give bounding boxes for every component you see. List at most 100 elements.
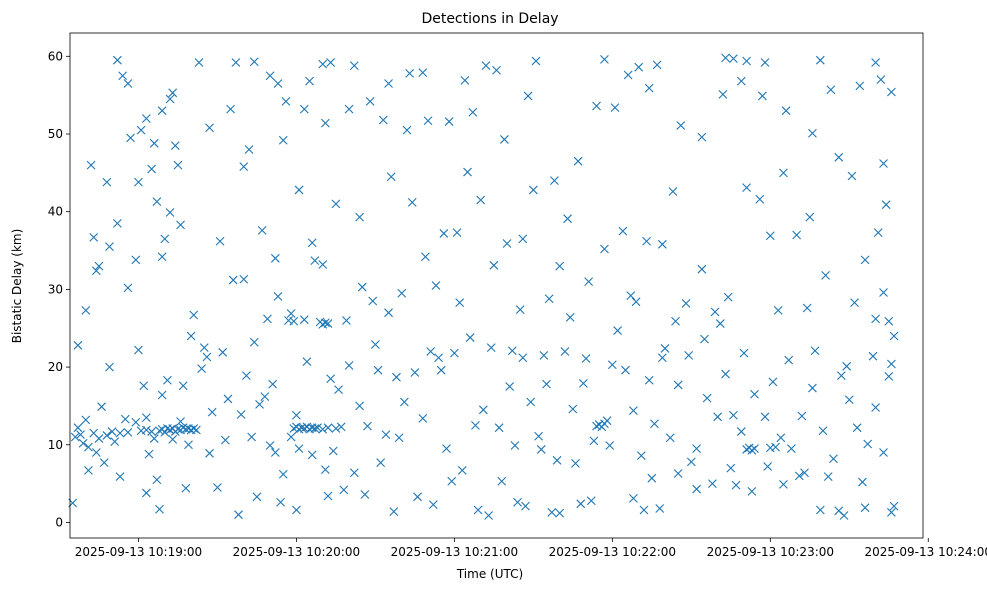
scatter-point xyxy=(215,236,225,246)
scatter-point xyxy=(657,239,667,249)
scatter-point xyxy=(834,152,844,162)
scatter-point xyxy=(547,507,557,517)
scatter-point xyxy=(613,326,622,335)
scatter-point xyxy=(852,423,862,433)
scatter-point xyxy=(436,365,446,375)
scatter-point xyxy=(887,359,896,369)
scatter-point xyxy=(207,407,217,417)
scatter-point xyxy=(76,430,85,440)
scatter-point xyxy=(755,194,765,204)
scatter-point xyxy=(318,260,328,269)
scatter-point xyxy=(455,298,465,307)
scatter-point xyxy=(91,266,101,276)
scatter-point xyxy=(629,493,638,503)
scatter-point xyxy=(742,183,751,192)
scatter-point xyxy=(265,71,275,81)
scatter-point xyxy=(515,305,525,314)
scatter-point xyxy=(84,466,93,475)
scatter-point xyxy=(702,393,712,403)
scatter-point xyxy=(168,434,178,444)
scatter-point xyxy=(384,308,393,318)
scatter-point xyxy=(821,271,830,280)
scatter-point xyxy=(581,354,591,363)
scatter-point xyxy=(323,423,333,433)
scatter-point xyxy=(242,371,251,381)
scatter-point xyxy=(234,510,243,520)
scatter-point xyxy=(634,62,644,72)
scatter-point xyxy=(331,424,341,433)
scatter-point xyxy=(136,125,146,135)
scatter-point xyxy=(434,353,443,363)
scatter-point xyxy=(449,348,459,358)
scatter-point xyxy=(320,118,330,128)
scatter-point xyxy=(676,121,686,130)
scatter-point xyxy=(758,91,767,101)
scatter-point xyxy=(465,333,475,342)
scatter-point xyxy=(871,58,880,67)
x-tick-label: 2025-09-13 10:20:00 xyxy=(233,545,360,559)
scatter-point xyxy=(871,314,880,324)
scatter-point xyxy=(444,117,454,126)
scatter-point xyxy=(355,401,364,411)
scatter-point xyxy=(626,291,636,300)
scatter-point xyxy=(568,404,578,414)
scatter-point xyxy=(328,446,338,456)
scatter-point xyxy=(460,76,470,85)
scatter-point xyxy=(510,441,520,450)
scatter-point xyxy=(736,76,746,86)
scatter-point xyxy=(544,294,554,304)
scatter-point xyxy=(147,164,157,174)
scatter-point xyxy=(855,81,865,91)
scatter-point xyxy=(550,176,559,186)
scatter-point xyxy=(486,343,496,353)
scatter-point xyxy=(463,167,472,177)
scatter-point xyxy=(484,511,493,520)
scatter-point xyxy=(318,59,328,69)
scatter-point xyxy=(363,421,372,431)
scatter-point xyxy=(220,435,230,445)
x-tick-label: 2025-09-13 10:23:00 xyxy=(707,545,834,559)
scatter-point xyxy=(655,504,665,513)
y-tick-label: 30 xyxy=(48,282,63,296)
scatter-point xyxy=(652,60,662,70)
scatter-point xyxy=(805,212,815,222)
chart-title: Detections in Delay xyxy=(421,11,558,27)
scatter-point xyxy=(110,437,120,447)
scatter-point xyxy=(784,355,794,365)
scatter-point xyxy=(152,197,162,206)
scatter-point xyxy=(131,255,141,265)
scatter-point xyxy=(205,448,214,458)
scatter-point xyxy=(249,337,259,347)
scatter-point xyxy=(829,454,838,464)
scatter-point xyxy=(223,394,233,404)
scatter-point xyxy=(307,450,317,460)
scatter-point xyxy=(605,441,615,450)
scatter-point xyxy=(505,382,515,391)
scatter-point xyxy=(794,471,804,481)
scatter-point xyxy=(141,425,151,435)
scatter-point xyxy=(165,208,175,217)
scatter-point xyxy=(776,433,786,443)
scatter-point xyxy=(349,61,359,71)
scatter-point xyxy=(621,365,630,375)
scatter-point xyxy=(189,310,199,320)
scatter-point xyxy=(81,415,91,425)
scatter-point xyxy=(644,83,654,93)
scatter-point xyxy=(294,444,304,454)
scatter-point xyxy=(149,138,159,148)
scatter-point xyxy=(123,427,133,437)
scatter-point xyxy=(205,123,214,133)
scatter-point xyxy=(244,145,254,154)
scatter-point xyxy=(715,319,725,328)
scatter-point xyxy=(270,253,280,263)
scatter-point xyxy=(107,427,117,436)
scatter-point xyxy=(879,288,888,297)
scatter-point xyxy=(542,379,551,389)
scatter-point xyxy=(310,424,320,433)
scatter-point xyxy=(371,340,380,349)
scatter-point xyxy=(126,133,135,143)
y-tick-label: 20 xyxy=(48,360,63,374)
scatter-point xyxy=(521,501,530,511)
scatter-point xyxy=(729,410,738,420)
y-tick-label: 60 xyxy=(48,49,63,63)
